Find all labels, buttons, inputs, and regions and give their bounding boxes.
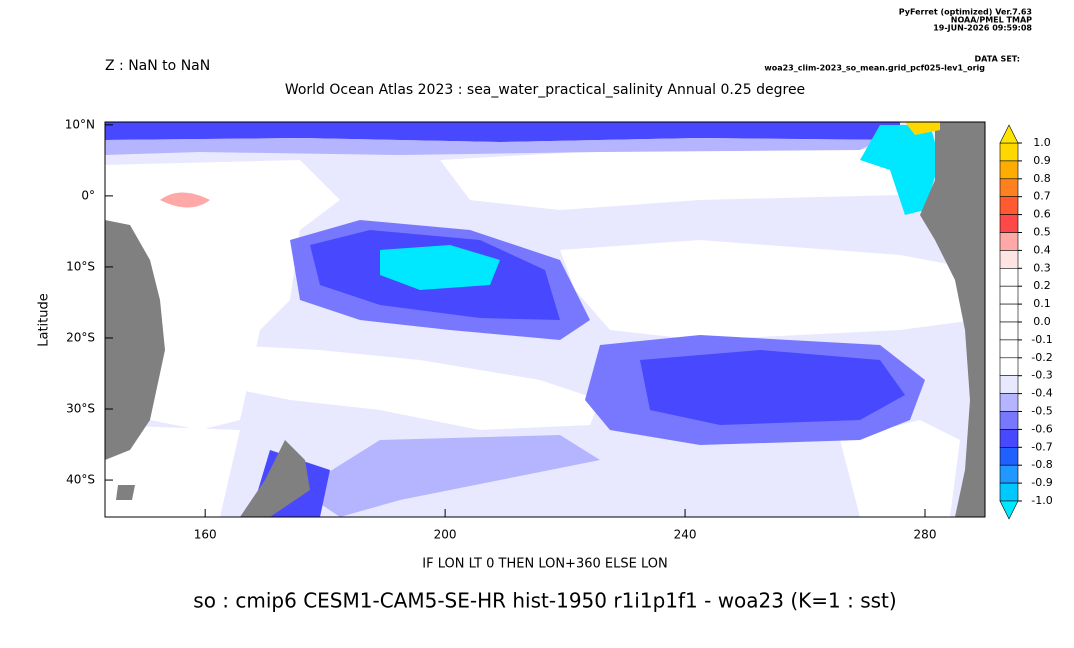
dataset: woa23_clim-2023_so_mean.grid_pcf025-lev1… [764,64,985,73]
colorbar-over [999,124,1019,144]
colorbar-label: -0.7 [1031,440,1052,453]
colorbar-label: -0.9 [1031,476,1052,489]
colorbar-box [999,303,1019,323]
program: PyFerret (optimized) Ver.7.63 [899,8,1032,17]
title: World Ocean Atlas 2023 : sea_water_pract… [285,82,805,98]
colorbar-box [999,160,1019,180]
colorbar-box [999,339,1019,359]
lab: NOAA/PMEL TMAP [951,16,1032,25]
colorbar-label: -0.4 [1031,387,1052,400]
x-tick-label: 280 [914,528,937,542]
field [105,122,985,517]
colorbar-label: -0.5 [1031,405,1052,418]
colorbar-box [999,142,1019,162]
colorbar-label: -0.3 [1031,369,1052,382]
colorbar-box [999,267,1019,287]
z-range: Z : NaN to NaN [105,58,210,74]
colorbar-box [999,429,1019,448]
caption: so : cmip6 CESM1-CAM5-SE-HR hist-1950 r1… [193,589,896,613]
y-tick-label: 30°S [66,402,95,416]
colorbar-box [999,411,1019,430]
colorbar-label: 0.3 [1033,261,1051,274]
colorbar-label: 1.0 [1033,136,1051,149]
y-tick-label: 10°N [65,117,95,131]
colorbar-label: 0.6 [1033,208,1051,221]
colorbar-box [999,482,1019,502]
colorbar-box [999,357,1019,376]
colorbar-label: 0.2 [1033,279,1051,292]
x-tick-label: 160 [194,528,217,542]
colorbar-label: 0.4 [1033,243,1051,256]
colorbar-box [999,250,1019,269]
dataset-label: DATA SET: [975,55,1020,64]
y-tick-label: 40°S [66,473,95,487]
colorbar-box [999,375,1019,394]
frame [104,121,986,518]
y-tick-label: 10°S [66,259,95,273]
colorbar-box [999,446,1019,466]
y-tick-label: 0° [81,188,95,202]
date: 19-JUN-2026 09:59:08 [933,24,1032,33]
colorbar-box [999,285,1019,305]
colorbar-label: 0.7 [1033,190,1051,203]
colorbar-label: -0.8 [1031,458,1052,471]
colorbar-box [999,196,1019,215]
colorbar-label: 0.0 [1033,315,1051,328]
x-tick-label: 240 [674,528,697,542]
x-axis-label: IF LON LT 0 THEN LON+360 ELSE LON [422,557,667,572]
colorbar-label: 0.1 [1033,297,1051,310]
x-tick-label: 200 [434,528,457,542]
colorbar-label: 0.5 [1033,226,1051,239]
colorbar-box [999,464,1019,484]
colorbar-label: 0.9 [1033,154,1051,167]
colorbar-label: -0.6 [1031,422,1052,435]
colorbar-box [999,178,1019,198]
colorbar-label: -1.0 [1031,494,1052,507]
colorbar-label: -0.1 [1031,333,1052,346]
colorbar-box [999,393,1019,412]
y-axis-label: Latitude [37,293,52,347]
colorbar-box [999,232,1019,251]
colorbar-box [999,214,1019,233]
colorbar-box [999,321,1019,341]
y-tick-label: 20°S [66,330,95,344]
colorbar-label: -0.2 [1031,351,1052,364]
colorbar-under [999,500,1019,520]
colorbar-label: 0.8 [1033,172,1051,185]
